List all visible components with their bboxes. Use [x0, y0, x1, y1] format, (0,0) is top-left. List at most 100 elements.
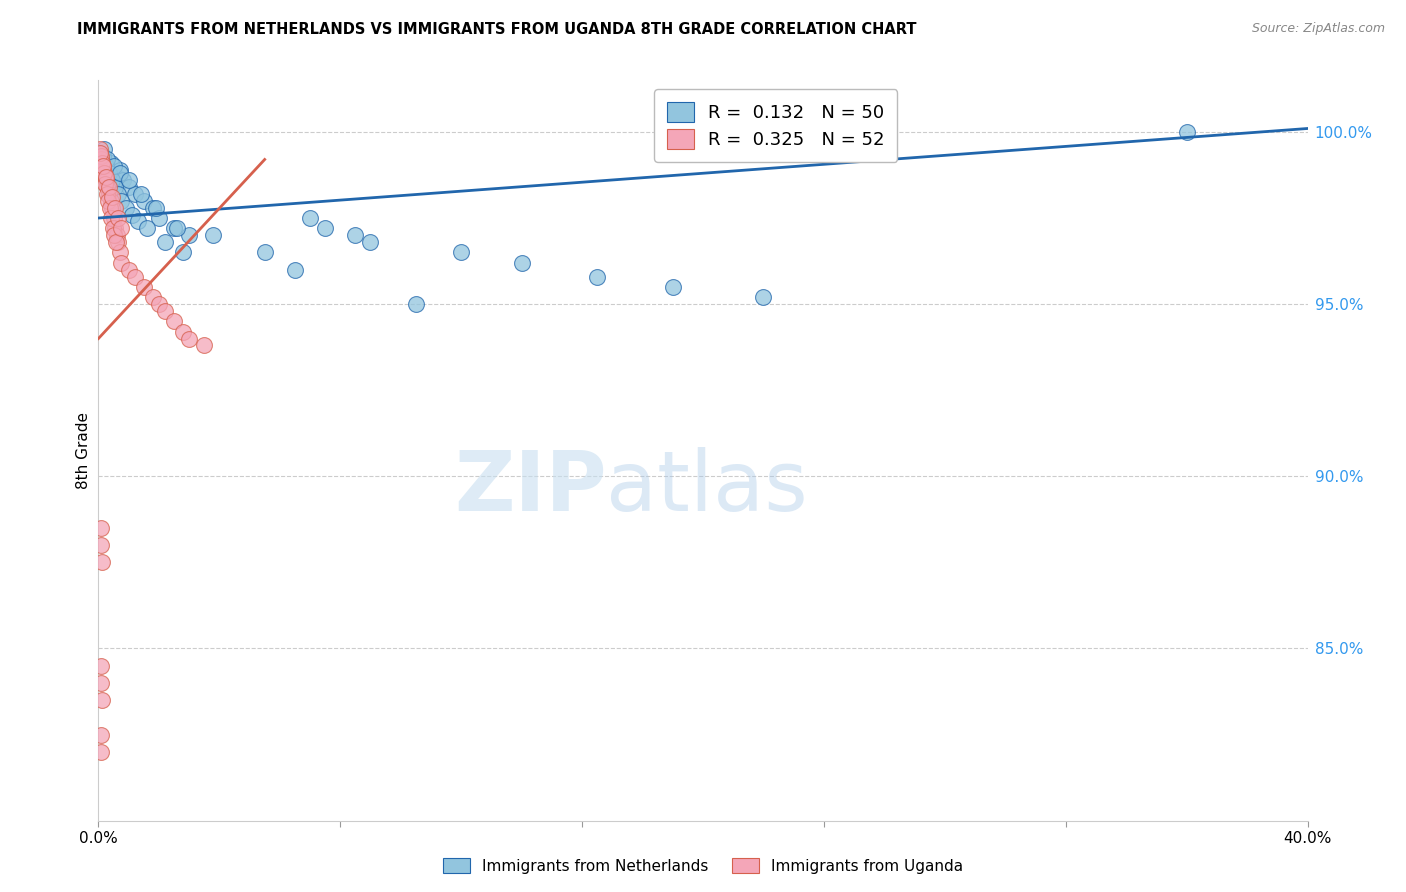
Point	[114, 201, 136, 215]
Point	[90, 149, 112, 163]
Point	[124, 269, 146, 284]
Point	[100, 190, 122, 204]
Point	[90, 745, 112, 759]
Point	[145, 201, 167, 215]
Point	[360, 235, 382, 249]
Point	[142, 290, 165, 304]
Point	[93, 142, 115, 156]
Point	[100, 156, 122, 170]
Point	[98, 166, 121, 180]
Point	[91, 149, 114, 163]
Point	[153, 304, 176, 318]
Point	[118, 180, 141, 194]
Point	[103, 160, 125, 174]
Point	[96, 180, 118, 194]
Point	[103, 211, 125, 225]
Point	[110, 194, 132, 208]
Point	[91, 160, 114, 174]
Point	[510, 256, 533, 270]
Point	[148, 297, 170, 311]
Point	[91, 156, 114, 170]
Point	[586, 269, 609, 284]
Point	[118, 173, 141, 187]
Point	[108, 166, 131, 180]
Point	[121, 208, 143, 222]
Point	[107, 186, 129, 201]
Point	[299, 211, 322, 225]
Text: ZIP: ZIP	[454, 447, 606, 528]
Point	[98, 186, 121, 201]
Point	[105, 169, 128, 184]
Point	[179, 228, 201, 243]
Point	[100, 194, 122, 208]
Point	[89, 142, 111, 156]
Point	[314, 221, 336, 235]
Point	[96, 186, 118, 201]
Point	[93, 166, 115, 180]
Point	[97, 194, 120, 208]
Point	[91, 693, 114, 707]
Point	[104, 221, 127, 235]
Point	[172, 245, 194, 260]
Point	[90, 153, 112, 167]
Point	[163, 314, 186, 328]
Text: IMMIGRANTS FROM NETHERLANDS VS IMMIGRANTS FROM UGANDA 8TH GRADE CORRELATION CHAR: IMMIGRANTS FROM NETHERLANDS VS IMMIGRANT…	[77, 22, 917, 37]
Point	[107, 235, 129, 249]
Legend: R =  0.132   N = 50, R =  0.325   N = 52: R = 0.132 N = 50, R = 0.325 N = 52	[654, 89, 897, 161]
Point	[93, 166, 115, 180]
Point	[111, 173, 134, 187]
Legend: Immigrants from Netherlands, Immigrants from Uganda: Immigrants from Netherlands, Immigrants …	[436, 852, 970, 880]
Point	[101, 173, 124, 187]
Point	[132, 194, 155, 208]
Point	[100, 211, 122, 225]
Point	[103, 177, 125, 191]
Point	[108, 245, 131, 260]
Point	[450, 245, 472, 260]
Point	[124, 186, 146, 201]
Point	[104, 180, 127, 194]
Point	[90, 153, 112, 167]
Y-axis label: 8th Grade: 8th Grade	[76, 412, 91, 489]
Point	[90, 538, 112, 552]
Point	[110, 256, 132, 270]
Point	[202, 228, 225, 243]
Point	[166, 221, 188, 235]
Point	[103, 228, 125, 243]
Point	[90, 658, 112, 673]
Point	[132, 280, 155, 294]
Point	[193, 338, 215, 352]
Point	[163, 221, 186, 235]
Point	[344, 228, 367, 243]
Point	[148, 211, 170, 225]
Point	[153, 235, 176, 249]
Point	[94, 177, 117, 191]
Point	[96, 153, 118, 167]
Point	[94, 173, 117, 187]
Point	[405, 297, 427, 311]
Point	[129, 186, 152, 201]
Point	[104, 235, 127, 249]
Point	[91, 555, 114, 569]
Point	[90, 727, 112, 741]
Point	[97, 180, 120, 194]
Point	[91, 160, 114, 174]
Point	[135, 221, 157, 235]
Point	[104, 201, 127, 215]
Point	[94, 160, 117, 174]
Point	[284, 262, 307, 277]
Point	[101, 201, 124, 215]
Point	[107, 211, 129, 225]
Point	[96, 166, 118, 180]
Point	[90, 676, 112, 690]
Point	[101, 221, 124, 235]
Point	[118, 262, 141, 277]
Point	[752, 290, 775, 304]
Point	[661, 280, 683, 294]
Point	[179, 332, 201, 346]
Point	[127, 214, 149, 228]
Point	[142, 201, 165, 215]
Point	[94, 169, 117, 184]
Point	[253, 245, 276, 260]
Point	[110, 221, 132, 235]
Point	[108, 162, 131, 177]
